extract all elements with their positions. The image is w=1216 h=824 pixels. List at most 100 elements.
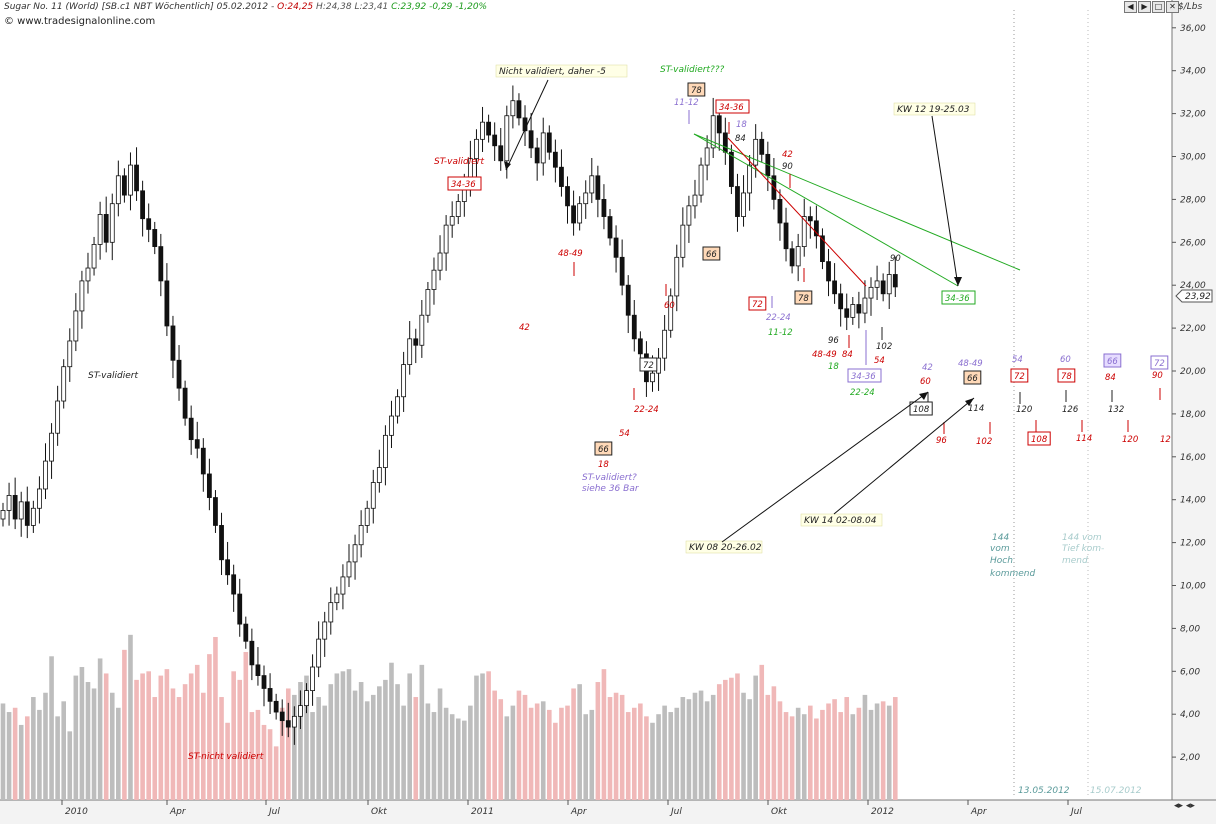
candle-body [395,396,400,417]
volume-bar [862,694,868,800]
candle-body [698,164,704,196]
volume-bar [158,675,164,800]
volume-bar [249,712,255,800]
volume-bar [328,684,334,800]
candle-body [194,439,200,449]
time-axis-labels: 2010 Apr Jul Okt 2011 Apr Jul Okt 2012 Apr Jul [61,800,1082,817]
candle-body [546,132,552,153]
candle-body [552,151,558,168]
volume-bar [589,709,595,800]
price-tick-label: 26,00 [1180,238,1206,248]
volume-bar [182,684,188,800]
price-tick-label: 16,00 [1180,453,1206,463]
candle-body [122,175,127,196]
candle-body [389,415,394,436]
time-tick-label: Apr [570,807,588,817]
next-button[interactable]: ▶ [1138,1,1151,13]
volume-bar [128,634,133,800]
candle-body [24,501,30,526]
annotation-box-label: 66 [598,445,609,455]
annotation-number: 120 [1016,405,1032,415]
annotation-number: 96 [936,436,947,446]
price-axis-labels: 2,00 4,00 6,00 8,00 10,00 12,00 14,00 16,00 18,0… [1172,24,1206,763]
scroll-buttons[interactable]: ◂▸ ◂▸ [1174,801,1195,811]
annotation-note: ST-nicht validiert [188,752,264,762]
volume-bar [170,688,176,800]
annotation-number: 48-49 [958,359,983,369]
close-button[interactable]: ✕ [1166,1,1179,13]
annotation-number: 42 [922,363,933,373]
volume-bar [638,703,643,800]
annotation-number: 60 [920,377,931,387]
volume-bar [874,703,880,800]
price-tick-label: 30,00 [1180,153,1206,163]
candle-body [152,229,158,247]
trend-lines [693,133,1021,287]
volume-bar [370,694,376,800]
candle-body [686,205,692,226]
volume-bar [18,724,24,800]
arrow-kw12-head [954,277,962,286]
window-buttons: ◀ ▶ □ ✕ [1124,1,1179,13]
last-price-flag [1175,289,1213,303]
candle-body [431,269,437,290]
candle-body [219,525,224,561]
candle-body [37,488,42,509]
annotation-box [1027,431,1051,446]
volume-bar [583,714,589,800]
volume-bar [856,707,862,800]
volume-bar [431,712,437,800]
high-low-value: H:24,38 L:23,41 [316,2,389,12]
volume-bar [164,669,170,800]
annotation-number: 22-24 [766,313,791,323]
annotation-note: ST-validiert [434,157,484,167]
candle-body [528,130,534,149]
maximize-button[interactable]: □ [1152,1,1165,13]
volume-bar [795,707,801,800]
volume-bar [267,729,273,800]
annotation-number: 48-49 [558,249,583,259]
volume-bar [650,722,655,800]
volume-bar [571,688,576,800]
candle-body [801,216,807,247]
annotation-number: 54 [874,356,885,366]
time-tick-label: Okt [371,807,387,817]
annotation-number: 11-12 [768,328,793,338]
candle-body [680,224,686,258]
candle-body [61,366,67,402]
price-tick-label: 34,00 [1180,67,1206,77]
arrow-kw08 [721,391,929,543]
note-background [495,64,628,78]
volume-bar [383,679,388,800]
volume-bar [0,703,6,800]
volume-bar [146,671,151,800]
volume-bar [225,722,230,800]
annotation-number: 132 [1108,405,1124,415]
note-background [893,102,976,116]
candle-body [729,151,734,187]
prev-button[interactable]: ◀ [1124,1,1137,13]
candle-body [716,115,722,134]
volume-bar [777,701,783,800]
annotation-box [715,99,750,114]
candle-body [115,175,121,205]
volume-bar [279,707,285,800]
candle-body [273,700,279,713]
candle-body [637,338,643,355]
candle-body [30,507,36,526]
annotation-number: 60 [1060,355,1071,365]
volume-bar [395,684,400,800]
annotation-number: 60 [664,301,675,311]
annotation-number: 54 [619,429,630,439]
price-tick-label: 22,00 [1180,324,1206,334]
candle-body [6,495,12,511]
annotation-note: KW 08 20-26.02 [689,543,762,553]
volume-bar [55,716,60,800]
annotation-number: 48-49 [812,350,837,360]
candle-body [49,432,54,462]
candle-body [237,593,243,625]
candle-body [128,164,133,196]
candle-body [170,325,176,361]
annotation-number: 114 [968,404,984,414]
candle-body [364,507,370,526]
